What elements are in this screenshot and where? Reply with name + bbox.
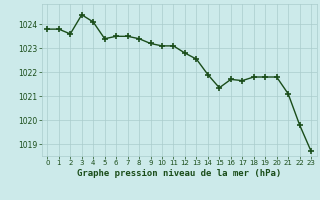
- X-axis label: Graphe pression niveau de la mer (hPa): Graphe pression niveau de la mer (hPa): [77, 169, 281, 178]
